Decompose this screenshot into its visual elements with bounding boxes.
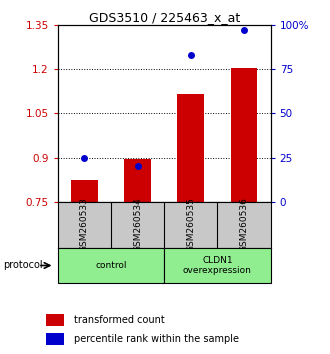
Bar (178, 94, 204, 202)
Bar (46, 333, 64, 346)
Bar (124, 159, 151, 202)
Text: transformed count: transformed count (74, 315, 164, 325)
Point (82, 155, 87, 160)
Text: GSM260533: GSM260533 (80, 197, 89, 252)
Bar (231, 68, 257, 202)
Text: GSM260536: GSM260536 (240, 197, 248, 252)
Text: control: control (95, 261, 127, 270)
Text: GSM260535: GSM260535 (186, 197, 195, 252)
Text: percentile rank within the sample: percentile rank within the sample (74, 335, 239, 344)
Point (135, 164, 140, 169)
Bar (71, 180, 98, 202)
Bar (58, 248, 164, 283)
Title: GDS3510 / 225463_x_at: GDS3510 / 225463_x_at (88, 11, 240, 24)
Point (188, 52, 193, 58)
Point (241, 27, 247, 33)
Text: CLDN1
overexpression: CLDN1 overexpression (183, 256, 252, 275)
Bar (46, 314, 64, 326)
Text: protocol: protocol (3, 261, 43, 270)
Text: GSM260534: GSM260534 (133, 198, 142, 252)
Bar (164, 248, 271, 283)
